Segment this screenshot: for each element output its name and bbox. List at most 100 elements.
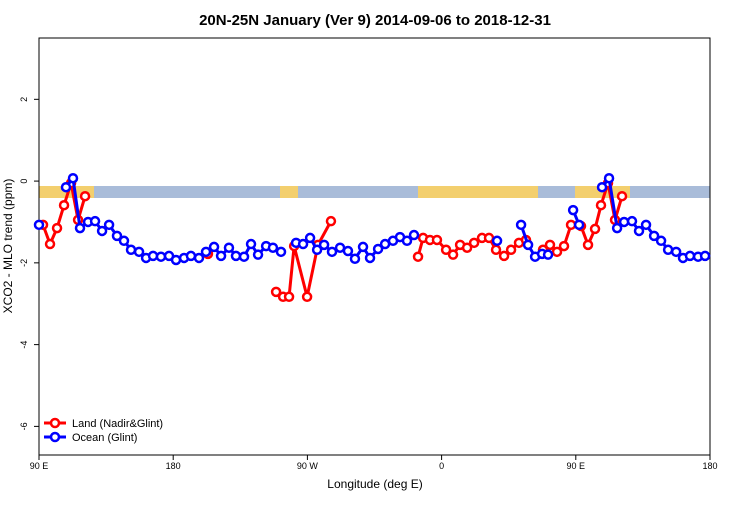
map-ocean	[39, 186, 710, 198]
x-tick-label: 180	[166, 461, 181, 471]
data-point	[103, 219, 115, 231]
data-point	[44, 238, 56, 250]
data-point	[498, 250, 510, 262]
data-point	[616, 190, 628, 202]
data-point	[684, 250, 696, 262]
data-point	[565, 219, 577, 231]
data-point	[155, 251, 167, 262]
x-axis-label: Longitude (deg E)	[327, 477, 422, 491]
y-axis-label: XCO2 - MLO trend (ppm)	[1, 179, 15, 314]
data-point	[60, 181, 72, 193]
data-point	[515, 219, 527, 231]
x-tick-label: 90 W	[297, 461, 319, 471]
data-point	[89, 215, 101, 227]
y-tick-label: -4	[19, 341, 29, 349]
data-point	[596, 181, 608, 193]
data-point	[301, 291, 313, 303]
plot-frame	[38, 37, 711, 456]
data-point	[326, 246, 338, 258]
data-point	[33, 219, 45, 231]
data-point	[573, 219, 585, 231]
data-point	[357, 241, 369, 253]
y-tick-label: 2	[19, 97, 29, 102]
data-point	[51, 222, 63, 234]
data-point	[408, 229, 420, 241]
data-point	[267, 242, 279, 253]
data-point	[270, 286, 282, 298]
map-land	[280, 186, 298, 198]
data-point	[412, 251, 424, 262]
data-point	[67, 172, 79, 184]
data-point	[491, 235, 503, 247]
data-point	[74, 222, 86, 234]
legend-marker	[49, 431, 61, 443]
series	[33, 172, 711, 266]
data-point	[230, 250, 242, 262]
data-point	[200, 246, 212, 258]
data-point	[447, 249, 459, 260]
data-point	[325, 215, 337, 227]
data-point	[349, 253, 361, 265]
data-point	[304, 232, 316, 244]
data-point	[490, 244, 502, 256]
data-point	[582, 239, 594, 251]
data-point	[655, 235, 667, 247]
data-point	[111, 230, 123, 242]
x-tick-label: 90 E	[30, 461, 49, 471]
data-point	[633, 225, 645, 237]
data-point	[611, 222, 623, 234]
legend-label: Land (Nadir&Glint)	[72, 418, 163, 430]
data-point	[275, 246, 287, 258]
data-point	[640, 219, 652, 231]
data-point	[208, 241, 220, 253]
data-point	[551, 246, 563, 258]
data-point	[58, 199, 70, 211]
data-point	[223, 242, 235, 253]
data-point	[215, 250, 227, 262]
data-point	[252, 249, 264, 260]
legend-label: Ocean (Glint)	[72, 432, 137, 444]
data-point	[372, 243, 384, 255]
data-point	[461, 242, 473, 253]
data-point	[670, 246, 682, 258]
x-tick-label: 180	[702, 461, 717, 471]
data-point	[185, 250, 197, 262]
x-tick-label: 90 E	[567, 461, 586, 471]
data-point	[589, 223, 601, 235]
series-line	[41, 181, 624, 299]
data-point	[662, 244, 674, 256]
data-point	[595, 199, 607, 211]
y-tick-label: -2	[19, 259, 29, 267]
data-point	[283, 291, 295, 303]
data-point	[318, 239, 330, 251]
data-point	[245, 238, 257, 250]
data-point	[401, 235, 413, 247]
data-point	[522, 239, 534, 251]
data-point	[170, 254, 182, 266]
data-point	[125, 244, 137, 256]
data-point	[558, 240, 570, 252]
data-point	[297, 238, 309, 250]
data-point	[505, 244, 517, 256]
data-point	[431, 234, 443, 246]
data-point	[699, 250, 711, 262]
data-point	[364, 252, 376, 264]
chart-title: 20N-25N January (Ver 9) 2014-09-06 to 20…	[199, 12, 551, 29]
x-tick-label: 0	[439, 461, 444, 471]
data-point	[567, 204, 579, 216]
data-point	[648, 230, 660, 242]
data-point	[96, 225, 108, 237]
data-point	[468, 237, 480, 249]
data-point	[483, 232, 495, 244]
data-point	[133, 246, 145, 258]
data-point	[79, 190, 91, 202]
map-strip	[39, 186, 710, 198]
data-point	[311, 244, 323, 256]
y-tick-label: -6	[19, 422, 29, 430]
y-tick-label: 0	[19, 179, 29, 184]
data-point	[440, 244, 452, 256]
data-point	[626, 215, 638, 227]
data-point	[542, 249, 554, 260]
